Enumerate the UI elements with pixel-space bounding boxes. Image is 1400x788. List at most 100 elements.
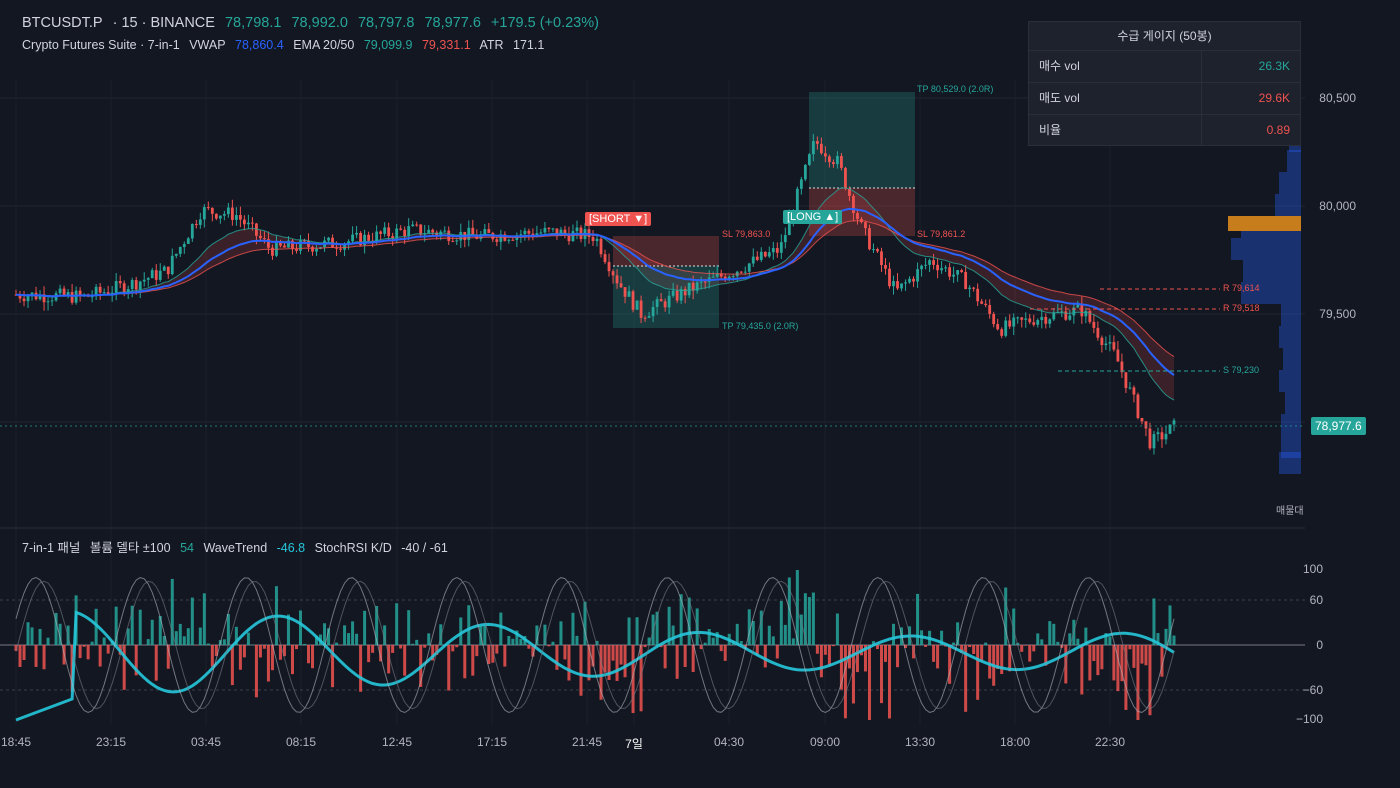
- volume-delta-bar: [603, 645, 607, 673]
- volume-delta-bar: [619, 645, 623, 665]
- candle-body: [1128, 387, 1132, 389]
- candle-body: [122, 283, 126, 294]
- time-axis-label: 04:30: [713, 735, 745, 749]
- candle-body: [194, 224, 198, 226]
- volume-delta-bar: [795, 570, 799, 645]
- volume-delta-bar: [807, 597, 811, 645]
- long-signal-badge[interactable]: [LONG ▲]: [783, 210, 843, 224]
- volume-delta-bar: [475, 645, 479, 657]
- volume-delta-bar: [879, 645, 883, 704]
- candle-body: [623, 287, 627, 297]
- volume-delta-bar: [787, 577, 791, 645]
- wavetrend-label: WaveTrend: [203, 541, 268, 555]
- volume-profile-label: 매물대: [1276, 506, 1304, 517]
- candle-body: [455, 240, 459, 242]
- volume-delta-bar: [559, 621, 563, 645]
- candle-body: [828, 156, 831, 163]
- candle-body: [936, 264, 939, 271]
- volume-delta-bar: [779, 600, 783, 645]
- candle-body: [94, 286, 98, 297]
- volume-delta-bar: [659, 645, 663, 648]
- vwap-line: [15, 207, 1175, 376]
- candle-body: [587, 229, 591, 237]
- candle-body: [659, 299, 663, 302]
- volume-delta-bar: [811, 592, 815, 645]
- volume-delta-bar: [130, 605, 134, 645]
- volume-delta-bar: [106, 645, 110, 654]
- panel-header: 7-in-1 패널 볼륨 델타 ±100 54 WaveTrend -46.8 …: [22, 537, 454, 556]
- volume-delta-bar: [1004, 587, 1008, 645]
- candle-body: [539, 232, 543, 234]
- volume-delta-bar: [988, 645, 992, 679]
- short-signal-badge[interactable]: [SHORT ▼]: [585, 212, 652, 226]
- volume-delta-bar: [294, 645, 298, 650]
- volume-delta-bar: [723, 645, 727, 661]
- candle-body: [1096, 327, 1100, 338]
- candle-body: [667, 295, 671, 308]
- volume-delta-bar: [980, 645, 984, 662]
- volume-delta-bar: [302, 643, 307, 645]
- volume-delta-bar: [1080, 645, 1084, 695]
- volume-profile-bar: [1283, 348, 1301, 370]
- volume-delta-bar: [964, 645, 968, 712]
- candle-body: [679, 289, 683, 301]
- volume-delta-bar: [719, 645, 723, 652]
- volume-delta-bar: [379, 645, 383, 662]
- vol-delta-value: 54: [180, 541, 194, 555]
- candle-body: [627, 291, 631, 297]
- candle-body: [1108, 342, 1112, 344]
- volume-delta-bar: [503, 645, 507, 667]
- candle-body: [980, 301, 984, 304]
- volume-delta-bar: [399, 645, 403, 649]
- candle-body: [639, 300, 643, 318]
- candle-body: [1144, 421, 1148, 429]
- candle-body: [683, 289, 687, 296]
- candle-body: [234, 215, 238, 220]
- candle-body: [815, 141, 819, 144]
- volume-delta-bar: [1136, 645, 1140, 720]
- indicator-header: Crypto Futures Suite · 7-in-1 VWAP 78,86…: [22, 38, 550, 52]
- volume-delta-bar: [22, 645, 26, 660]
- volume-profile-bar: [1281, 304, 1301, 326]
- oscillator-panel: [0, 570, 1305, 722]
- vol-delta-label: 볼륨 델타 ±100: [89, 541, 171, 555]
- volume-delta-bar: [775, 645, 779, 659]
- candle-body: [279, 241, 282, 246]
- volume-delta-bar: [202, 593, 206, 645]
- candle-body: [715, 273, 719, 277]
- candle-body: [844, 167, 847, 189]
- volume-delta-bar: [355, 633, 359, 645]
- candle-body: [783, 235, 787, 243]
- volume-delta-bar: [226, 614, 230, 645]
- indicator-name[interactable]: Crypto Futures Suite · 7-in-1: [22, 38, 180, 52]
- candle-body: [795, 188, 799, 215]
- candle-body: [154, 270, 158, 280]
- candle-body: [603, 254, 607, 263]
- candle-body: [1052, 312, 1056, 320]
- candle-body: [1088, 310, 1092, 322]
- panel-title[interactable]: 7-in-1 패널: [22, 541, 81, 555]
- candle-body: [651, 306, 655, 317]
- candle-body: [1008, 320, 1012, 327]
- volume-profile-bar: [1279, 172, 1301, 194]
- interval[interactable]: · 15 · BINANCE: [112, 15, 215, 31]
- candle-body: [779, 242, 783, 253]
- symbol-name[interactable]: BTCUSDT.P: [22, 15, 103, 31]
- candle-body: [631, 291, 635, 310]
- candle-body: [50, 300, 54, 302]
- candle-body: [771, 248, 775, 253]
- volume-delta-bar: [359, 645, 363, 692]
- support-label: S 79,230: [1223, 365, 1260, 375]
- candle-body: [146, 278, 150, 280]
- volume-delta-bar: [222, 639, 226, 645]
- candle-body: [511, 239, 515, 241]
- volume-delta-bar: [214, 645, 218, 656]
- vwap-label: VWAP: [189, 38, 226, 52]
- volume-delta-bar: [823, 645, 827, 655]
- candle-body: [1156, 432, 1160, 435]
- candle-body: [675, 290, 679, 301]
- candle-body: [972, 287, 976, 289]
- candle-body: [1020, 317, 1024, 320]
- volume-delta-bar: [234, 626, 238, 645]
